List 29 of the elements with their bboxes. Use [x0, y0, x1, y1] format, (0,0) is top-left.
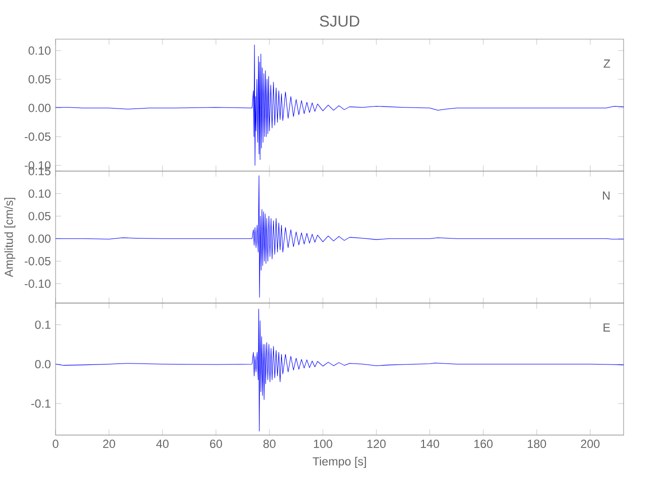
x-tick-label: 120	[367, 440, 386, 448]
x-tick-label: 180	[528, 440, 546, 448]
y-tick-label: -0.05	[24, 132, 50, 141]
y-tick-label: 0.00	[28, 104, 51, 112]
y-tick-label: 0.1	[35, 320, 50, 329]
x-tick-label: 20	[103, 440, 116, 448]
x-axis-title: Tiempo [s]	[312, 456, 366, 468]
y-tick-label: -0.1	[31, 399, 50, 408]
y-tick-label: 0.10	[28, 46, 51, 55]
y-tick-label: 0.00	[28, 234, 51, 243]
y-tick-label: 0.05	[28, 212, 50, 220]
x-tick-label: 80	[263, 440, 276, 448]
y-tick-label: 0.0	[35, 360, 51, 368]
y-axis-title: Amplitud [cm/s]	[4, 198, 16, 278]
y-tick-label: -0.10	[24, 280, 51, 288]
annotation: Z	[604, 60, 610, 68]
x-tick-label: 140	[420, 440, 440, 448]
annotation: N	[602, 192, 610, 200]
y-tick-label: -0.05	[24, 257, 50, 266]
annotation: E	[604, 324, 610, 332]
x-tick-label: 160	[474, 440, 493, 448]
y-tick-label: 0.10	[28, 190, 51, 198]
x-tick-label: 0	[52, 440, 58, 448]
y-tick-label: 0.05	[28, 75, 50, 84]
x-tick-label: 60	[210, 440, 222, 448]
x-tick-label: 40	[156, 440, 169, 448]
chart-title: SJUD	[320, 16, 360, 27]
x-tick-label: 200	[581, 440, 600, 448]
x-tick-label: 100	[314, 440, 332, 448]
